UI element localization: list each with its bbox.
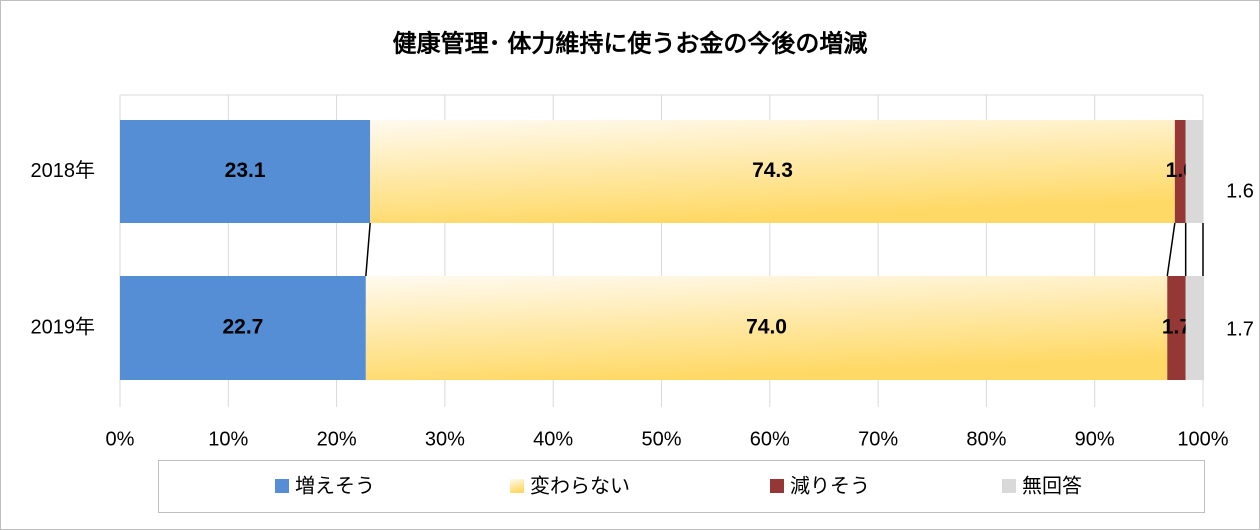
- x-tick-label: 60%: [750, 428, 790, 450]
- legend-box: [158, 460, 1205, 513]
- legend-label: 変わらない: [530, 474, 630, 497]
- x-tick-label: 40%: [533, 428, 573, 450]
- bar-segment: [1185, 276, 1205, 380]
- value-label: 22.7: [222, 316, 263, 339]
- bar-segment: [120, 276, 366, 380]
- legend-swatch: [770, 479, 784, 493]
- value-label: 1.7: [1162, 316, 1191, 339]
- x-tick-label: 70%: [858, 428, 898, 450]
- bar-segment: [1167, 276, 1186, 380]
- legend-label: 無回答: [1022, 474, 1082, 497]
- x-tick-label: 30%: [425, 428, 465, 450]
- bar-segment: [1174, 120, 1186, 223]
- value-label: 23.1: [225, 159, 266, 182]
- value-label: 74.3: [752, 159, 793, 182]
- x-tick-label: 0%: [106, 428, 135, 450]
- legend-label: 減りそう: [790, 474, 870, 497]
- y-tick-label: 2018年: [31, 159, 96, 182]
- bar-segment: [365, 276, 1168, 380]
- bar-segment: [370, 120, 1175, 223]
- legend-swatch: [510, 479, 524, 493]
- bar-segment: [1185, 120, 1203, 223]
- x-tick-label: 90%: [1075, 428, 1115, 450]
- chart-title: 健康管理･ 体力維持に使うお金の今後の増減: [393, 29, 868, 57]
- series-line: [1166, 222, 1176, 277]
- value-label: 1.7: [1226, 318, 1254, 340]
- y-tick-label: 2019年: [31, 315, 96, 338]
- bar-segment: [120, 120, 371, 223]
- x-tick-label: 100%: [1177, 428, 1228, 450]
- legend-swatch: [275, 479, 289, 493]
- value-label: 1.6: [1226, 180, 1254, 202]
- x-tick-label: 80%: [966, 428, 1006, 450]
- x-tick-label: 20%: [317, 428, 357, 450]
- legend-swatch: [1002, 479, 1016, 493]
- value-label: 74.0: [746, 316, 787, 339]
- x-tick-label: 50%: [641, 428, 681, 450]
- x-tick-label: 10%: [208, 428, 248, 450]
- legend-label: 増えそう: [295, 474, 375, 497]
- series-line: [365, 222, 371, 277]
